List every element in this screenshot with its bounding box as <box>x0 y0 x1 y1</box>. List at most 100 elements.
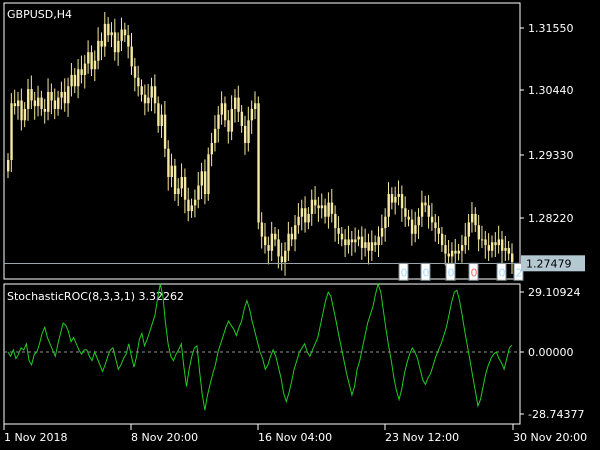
candle-body <box>360 236 364 248</box>
candle-body <box>357 236 360 240</box>
candle <box>67 77 70 117</box>
candle-body <box>334 213 337 229</box>
candle <box>17 91 20 120</box>
candle-body <box>180 177 183 189</box>
candle-body <box>504 247 507 251</box>
candle <box>100 32 103 61</box>
candle <box>274 226 277 247</box>
trade-marker-label: 0 <box>499 266 506 279</box>
candle-body <box>500 239 504 251</box>
candle-body <box>173 165 177 195</box>
candle-body <box>10 103 13 161</box>
candle <box>400 185 404 222</box>
candle <box>407 209 410 227</box>
candle <box>137 65 140 97</box>
candle-body <box>167 148 170 178</box>
candle-body <box>420 202 424 217</box>
candle-body <box>113 32 117 53</box>
time-label-2: 16 Nov 04:00 <box>258 431 332 444</box>
candle <box>260 212 264 249</box>
candle <box>133 57 137 92</box>
candle-body <box>233 97 237 109</box>
indicator-level-label-1: 0.00000 <box>528 346 574 359</box>
candle-body <box>253 103 257 109</box>
candle <box>60 81 63 110</box>
candle-body <box>354 239 357 243</box>
candle <box>397 180 400 206</box>
candle <box>484 230 487 259</box>
candle <box>504 236 507 261</box>
candle <box>307 207 310 230</box>
candle-body <box>287 233 290 251</box>
symbol-title: GBPUSD,H4 <box>7 8 72 21</box>
candle <box>7 153 10 179</box>
candle-body <box>324 205 327 217</box>
candle <box>294 215 297 252</box>
candle <box>247 106 250 152</box>
candle-body <box>170 165 173 178</box>
candle-body <box>414 225 417 234</box>
candle-body <box>387 194 390 217</box>
candle <box>470 201 474 233</box>
candle-body <box>380 228 384 237</box>
candle-body <box>457 250 460 254</box>
candle <box>360 226 364 260</box>
candle-body <box>117 40 120 53</box>
candle <box>320 193 324 219</box>
candle-body <box>23 108 27 121</box>
candle-body <box>20 100 23 121</box>
candle <box>83 55 87 89</box>
candle-body <box>203 171 207 195</box>
candle-body <box>484 239 487 246</box>
candle <box>30 75 33 109</box>
candle <box>287 221 290 261</box>
candle <box>354 227 357 253</box>
trade-marker: 0 <box>398 262 409 281</box>
candle-body <box>97 40 100 61</box>
candle-body <box>390 194 394 203</box>
trade-marker-box <box>468 262 479 281</box>
candle-body <box>270 233 274 251</box>
candle-body <box>63 91 67 104</box>
price-axis[interactable]: 1.31550 1.30440 1.29330 1.28220 1.27479 <box>520 22 585 272</box>
indicator-line <box>7 282 513 411</box>
indicator-level-label-2: -28.74377 <box>528 408 584 421</box>
trade-marker: 2 <box>513 262 524 281</box>
candle-body <box>207 154 210 195</box>
candle <box>370 230 374 261</box>
trade-marker: 0 <box>445 262 456 281</box>
candle-body <box>327 202 330 217</box>
candle-body <box>277 239 280 257</box>
candle <box>120 17 123 52</box>
candle <box>414 211 417 243</box>
candle <box>210 132 214 167</box>
candle-body <box>217 114 220 129</box>
candle <box>147 83 150 112</box>
price-tick-label-2: 1.29330 <box>528 149 574 162</box>
time-axis[interactable]: 1 Nov 2018 8 Nov 20:00 16 Nov 04:00 23 N… <box>3 424 587 444</box>
candle-body <box>70 74 73 87</box>
candle <box>237 85 240 122</box>
candle-body <box>297 216 300 226</box>
candle <box>190 198 193 218</box>
candle-body <box>237 97 240 112</box>
candle-body <box>400 194 404 209</box>
candle <box>290 226 294 247</box>
candle <box>364 228 367 257</box>
candle-body <box>80 69 83 75</box>
candle <box>457 243 460 261</box>
candle <box>130 32 133 75</box>
candle-body <box>320 205 324 209</box>
candle <box>127 24 130 59</box>
candle-body <box>87 52 90 64</box>
trade-marker: 0 <box>496 262 507 281</box>
candle-body <box>294 225 297 240</box>
candle-body <box>280 256 284 263</box>
current-price-badge <box>521 255 585 272</box>
indicator-pane[interactable]: StochasticROC(8,3,3,1) 3.32262 29.10924 … <box>3 282 584 425</box>
candle-body <box>304 208 307 223</box>
candle-body <box>317 205 320 209</box>
candle <box>250 100 254 134</box>
